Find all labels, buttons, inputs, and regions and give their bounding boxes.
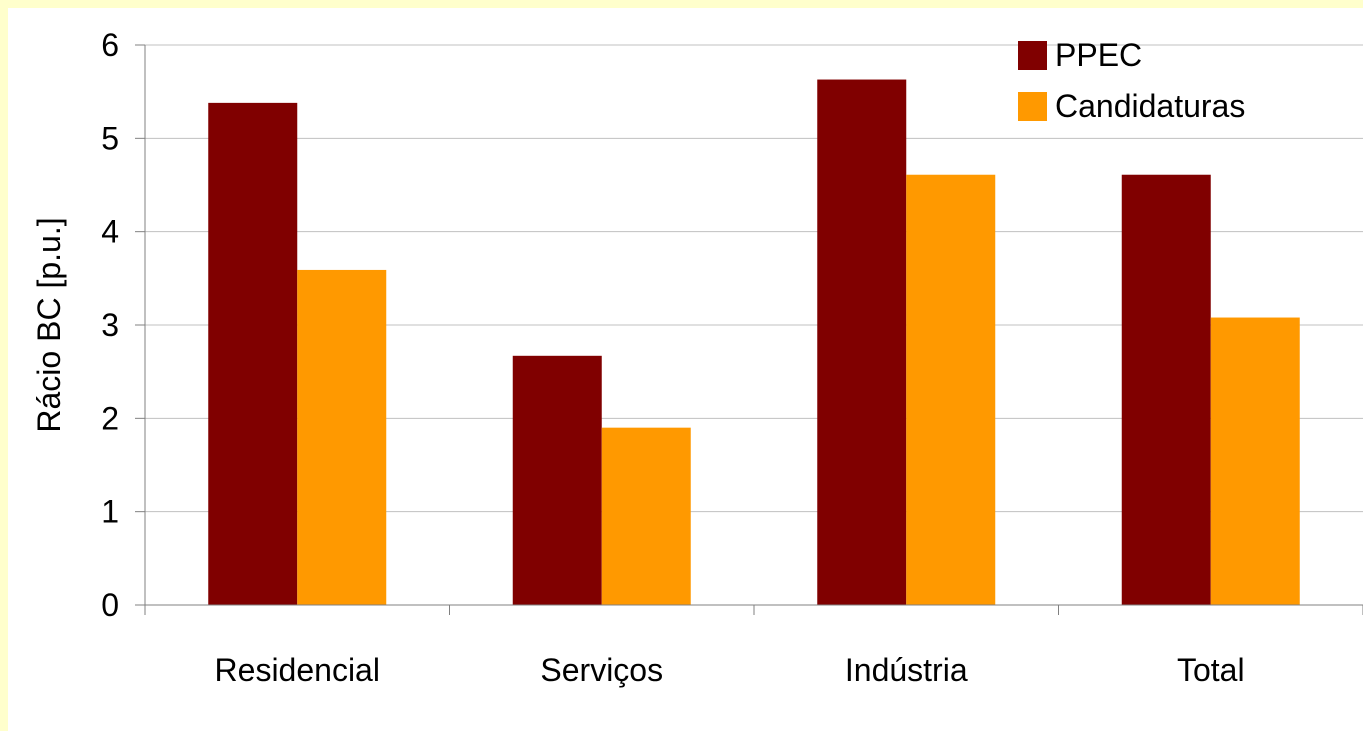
bars [208,79,1300,606]
bar-ppec-3 [817,79,907,606]
x-tick-labels: Residencial Serviços Indústria Total [215,652,1245,688]
y-tick-labels: 0 1 2 3 4 5 6 [101,27,119,623]
y-tick-label: 6 [101,27,119,63]
y-tick-label: 5 [101,120,119,156]
bar-chart: 0 1 2 3 4 5 6 Residencial Serviços Indústria Tota… [31,27,1363,688]
legend-swatch-candidaturas [1018,92,1047,121]
bar-candidaturas-1 [297,269,387,605]
y-axis-title: Rácio BC [p.u.] [31,217,67,432]
legend: PPEC Candidaturas [1018,37,1245,124]
bar-ppec-1 [208,102,298,605]
legend-swatch-ppec [1018,41,1047,70]
bar-ppec-4 [1121,174,1211,605]
bar-candidaturas-2 [601,427,691,605]
y-tick-label: 4 [101,214,119,250]
legend-label-candidaturas: Candidaturas [1055,88,1245,124]
chart-area: 0 1 2 3 4 5 6 Residencial Serviços Indústria Tota… [8,8,1363,731]
x-tick-label: Residencial [215,652,380,688]
y-tick-label: 1 [101,494,119,530]
x-tick-label: Total [1177,652,1245,688]
y-tick-label: 2 [101,400,119,436]
legend-label-ppec: PPEC [1055,37,1142,73]
y-tick-label: 3 [101,307,119,343]
x-tick-label: Indústria [845,652,968,688]
y-tick-label: 0 [101,587,119,623]
bar-ppec-2 [512,355,602,605]
axes [144,45,1363,615]
bar-candidaturas-4 [1210,317,1300,605]
x-tick-label: Serviços [540,652,663,688]
bar-candidaturas-3 [906,174,996,605]
